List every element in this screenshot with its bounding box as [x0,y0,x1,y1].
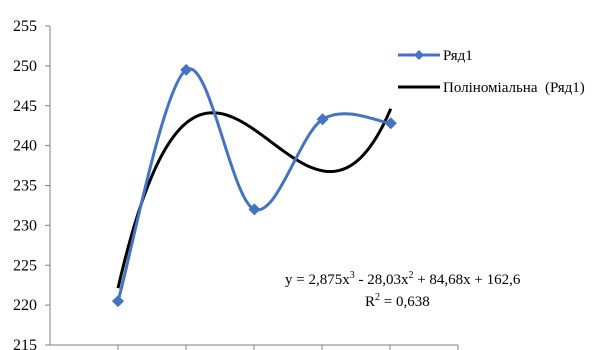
y-tick-label: 255 [13,18,37,35]
y-tick-label: 230 [13,217,37,234]
y-tick-label: 235 [13,178,37,195]
y-tick-label: 245 [13,98,37,115]
series-markers [112,63,397,308]
trendline-curve [116,108,393,289]
data-point-marker [112,295,124,308]
y-tick-label: 225 [13,257,37,274]
legend-marker-diamond [414,50,424,60]
y-tick-label: 220 [13,297,37,314]
y-ticks: 215 220 225 230 235 240 245 250 255 [13,18,50,350]
trendline-equation: y = 2,875x3 - 28,03x2 + 84,68x + 162,6 [285,270,521,288]
data-point-marker [316,113,329,126]
series-line [116,67,392,302]
legend: Ряд1 Поліноміальна (Ряд1) [398,48,585,96]
y-tick-label: 215 [13,337,37,350]
data-point-marker [248,203,261,216]
trendline-r-squared: R2 = 0,638 [365,292,430,310]
x-ticks [117,345,459,350]
legend-label-series: Ряд1 [443,48,473,64]
y-tick-label: 240 [13,138,37,155]
y-tick-label: 250 [13,58,37,75]
legend-label-trendline: Поліноміальна (Ряд1) [443,80,585,96]
data-point-marker [384,117,397,130]
data-point-marker [180,63,193,76]
